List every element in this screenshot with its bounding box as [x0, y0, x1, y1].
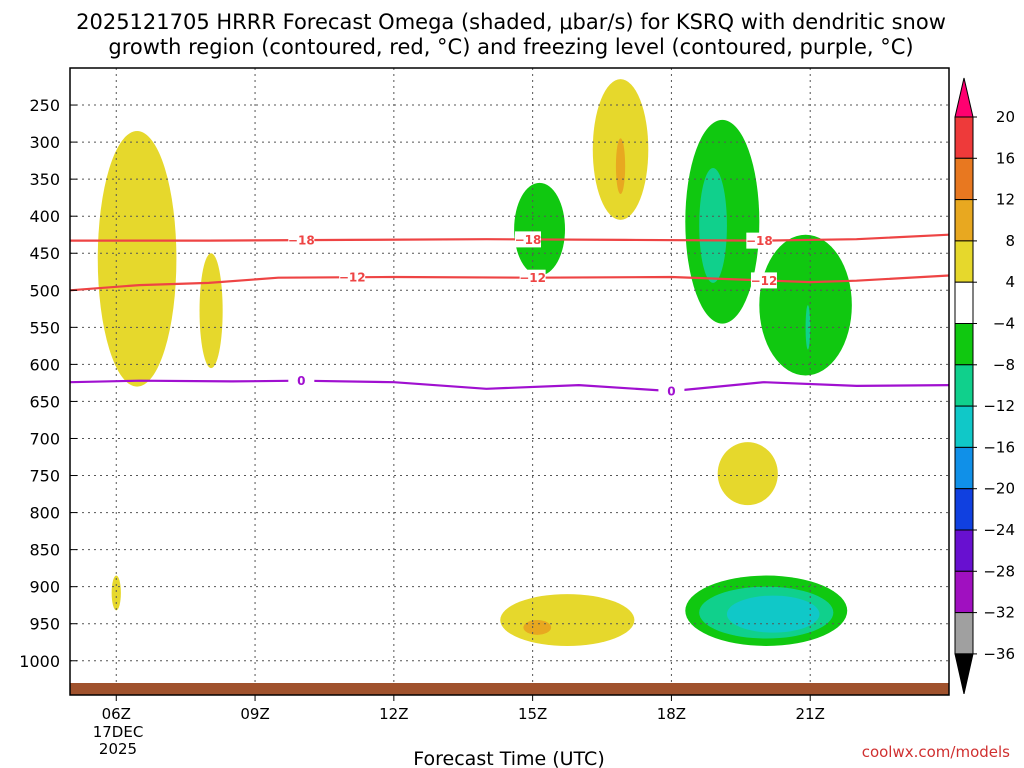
contour-line-1 — [69, 274, 950, 292]
colorbar-label-6: −8 — [993, 356, 1015, 374]
omega-region-4 — [615, 138, 626, 194]
colorbar: 20 16 12 8 4 −4 −8 −12 −16 −20 −24 −28 −32 −36 — [954, 77, 1015, 695]
colorbar-swatch-3 — [954, 199, 974, 242]
chart-title-line1: 2025121705 HRRR Forecast Omega (shaded, … — [76, 10, 946, 34]
y-tick-label-600: 600 — [29, 355, 60, 374]
x-tick-label-15Z: 15Z — [518, 705, 547, 723]
x-axis-time-ticks: 06Z 09Z 12Z 15Z 18Z 21Z — [102, 695, 825, 723]
contour-line-2 — [69, 379, 950, 393]
x-tick-label-09Z: 09Z — [240, 705, 269, 723]
y-tick-label-950: 950 — [29, 615, 60, 634]
colorbar-swatch-10 — [954, 488, 974, 531]
source-credit: coolwx.com/models — [862, 743, 1010, 761]
colorbar-label-0: 20 — [996, 108, 1015, 126]
colorbar-label-10: −24 — [983, 521, 1015, 539]
contour-label-0-1: −18 — [515, 233, 542, 247]
colorbar-label-9: −20 — [983, 480, 1015, 498]
colorbar-label-13: −36 — [983, 645, 1015, 663]
chart-title-line2: growth region (contoured, red, °C) and f… — [108, 35, 913, 59]
contour-label-bg-1-2 — [750, 272, 777, 289]
contour-label-2-0: 0 — [297, 374, 305, 388]
x-date-label-day: 17DEC — [93, 723, 144, 741]
colorbar-bottom-arrow — [954, 653, 974, 695]
contour-label-0-0: −18 — [288, 234, 315, 248]
contour-label-bg-1-0 — [339, 269, 366, 286]
y-tick-label-650: 650 — [29, 392, 60, 411]
omega-region-11 — [759, 234, 852, 376]
omega-region-8 — [514, 182, 566, 276]
y-tick-label-500: 500 — [29, 281, 60, 300]
y-tick-label-300: 300 — [29, 133, 60, 152]
plot-frame — [69, 67, 950, 696]
omega-region-2 — [111, 575, 121, 611]
omega-region-15 — [726, 595, 820, 633]
colorbar-swatch-13 — [954, 612, 974, 655]
x-tick-label-21Z: 21Z — [796, 705, 825, 723]
colorbar-top-arrow — [954, 77, 974, 118]
contour-label-0-2: −18 — [746, 234, 773, 248]
colorbar-swatch-9 — [954, 446, 974, 490]
temperature-contours: −18 −18 −18 −12 −12 −12 0 0 — [69, 231, 950, 400]
colorbar-swatch-4 — [954, 240, 974, 283]
x-tick-label-18Z: 18Z — [657, 705, 686, 723]
y-tick-label-250: 250 — [29, 96, 60, 115]
omega-region-1 — [199, 253, 223, 369]
colorbar-label-2: 12 — [996, 191, 1015, 209]
y-tick-label-350: 350 — [29, 170, 60, 189]
colorbar-label-12: −32 — [983, 604, 1015, 622]
contour-label-bg-0-2 — [746, 232, 773, 249]
y-tick-label-850: 850 — [29, 541, 60, 560]
omega-region-12 — [805, 305, 811, 350]
colorbar-label-5: −4 — [993, 315, 1015, 333]
contour-label-bg-1-1 — [519, 269, 546, 286]
contour-label-1-2: −12 — [751, 274, 778, 288]
y-tick-label-800: 800 — [29, 504, 60, 523]
colorbar-swatch-2 — [954, 157, 974, 201]
colorbar-label-3: 8 — [1005, 232, 1015, 250]
contour-label-1-1: −12 — [519, 271, 546, 285]
colorbar-swatch-5 — [954, 281, 974, 325]
terrain-surface-bar — [70, 683, 949, 695]
x-tick-label-06Z: 06Z — [102, 705, 131, 723]
colorbar-swatch-12 — [954, 570, 974, 614]
colorbar-label-4: 4 — [1005, 273, 1015, 291]
omega-shaded-regions — [97, 79, 852, 646]
colorbar-swatch-11 — [954, 529, 974, 572]
contour-label-bg-0-0 — [288, 232, 315, 249]
colorbar-label-8: −16 — [983, 438, 1015, 456]
y-tick-label-550: 550 — [29, 318, 60, 337]
contour-label-bg-2-0 — [288, 372, 315, 389]
y-tick-label-1000: 1000 — [19, 652, 60, 671]
grid-lines — [70, 68, 949, 683]
y-tick-label-400: 400 — [29, 207, 60, 226]
colorbar-swatch-8 — [954, 405, 974, 448]
x-date-label-year: 2025 — [99, 740, 137, 758]
omega-region-5 — [717, 442, 778, 506]
x-axis-label: Forecast Time (UTC) — [413, 748, 604, 768]
y-tick-label-900: 900 — [29, 578, 60, 597]
colorbar-swatch-1 — [954, 116, 974, 159]
contour-label-1-0: −12 — [339, 271, 366, 285]
colorbar-label-1: 16 — [996, 149, 1015, 167]
colorbar-swatch-7 — [954, 364, 974, 407]
contour-label-2-1: 0 — [667, 385, 675, 399]
colorbar-label-11: −28 — [983, 562, 1015, 580]
omega-region-6 — [500, 594, 635, 646]
contour-label-bg-0-1 — [515, 231, 542, 248]
omega-region-10 — [699, 168, 727, 283]
x-tick-label-12Z: 12Z — [379, 705, 408, 723]
colorbar-label-7: −12 — [983, 397, 1015, 415]
contour-label-bg-2-1 — [658, 383, 685, 400]
omega-region-7 — [523, 620, 552, 635]
y-axis-pressure-ticks: 250 300 350 400 450 500 550 600 650 700 750 800 850 9… — [19, 96, 77, 671]
contour-line-0 — [70, 233, 950, 242]
omega-region-0 — [97, 130, 177, 387]
y-tick-label-750: 750 — [29, 467, 60, 486]
y-tick-label-450: 450 — [29, 244, 60, 263]
y-tick-label-700: 700 — [29, 429, 60, 448]
colorbar-swatch-6 — [954, 323, 974, 366]
